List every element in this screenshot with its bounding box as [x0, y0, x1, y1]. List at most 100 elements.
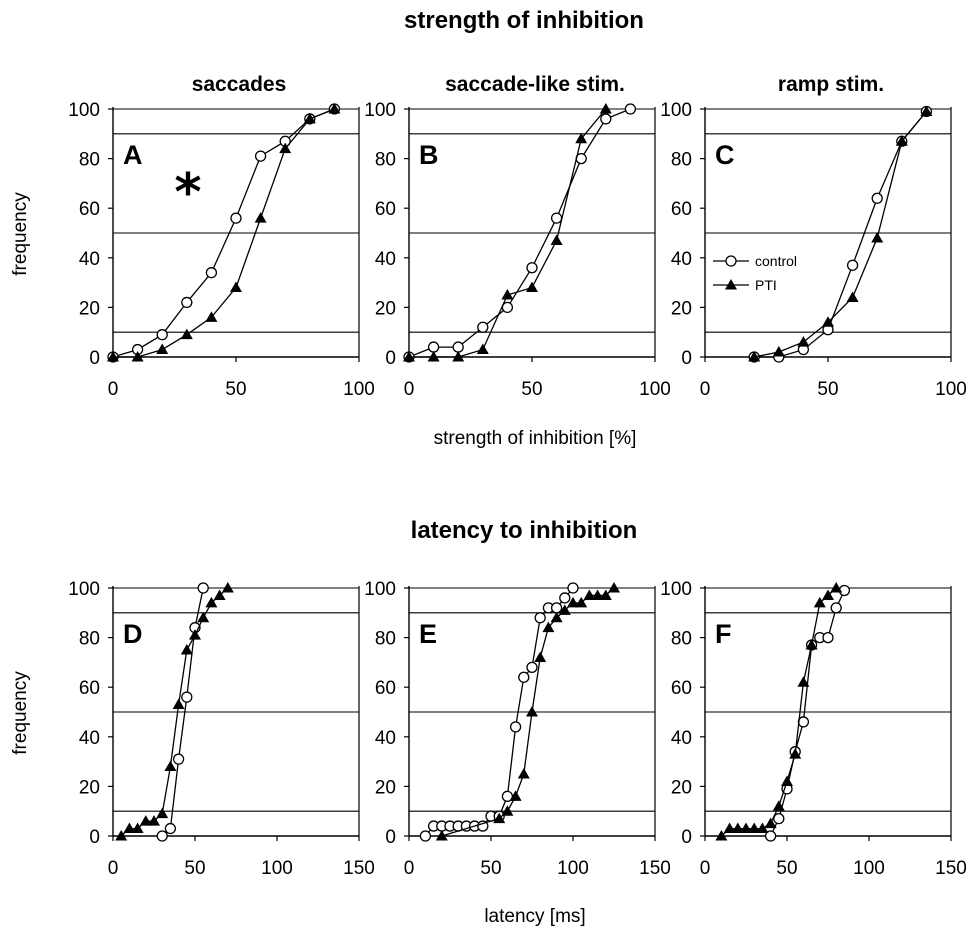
pti-point: [526, 281, 538, 293]
pti-point: [139, 815, 152, 826]
pti-point: [403, 351, 415, 362]
x-tick-label: 150: [639, 858, 671, 879]
pti-point: [180, 644, 193, 655]
pti-point: [230, 281, 242, 293]
pti-point: [550, 234, 563, 245]
series-line-pti: [754, 111, 927, 358]
pti-point: [715, 830, 728, 841]
y-tick-label: 60: [375, 199, 396, 220]
panel-a: 0 20 40 60 80 100 0 50 100 A: [68, 100, 375, 400]
pti-point: [748, 822, 761, 834]
legend-marker-pti: [725, 279, 737, 290]
pti-point: [156, 343, 169, 355]
control-point: [181, 691, 193, 703]
pti-point: [427, 351, 440, 362]
y-tick-label: 100: [364, 100, 396, 121]
control-point: [600, 113, 612, 125]
x-tick-label: 150: [935, 858, 967, 879]
y-tick-label: 0: [681, 827, 692, 848]
series-line-control: [408, 108, 631, 358]
control-point: [830, 602, 842, 614]
pti-point: [542, 621, 555, 633]
pti-point: [558, 604, 571, 615]
series-line-pti: [441, 587, 615, 837]
y-tick-label: 20: [79, 298, 100, 319]
y-tick-label: 80: [671, 629, 692, 650]
y-tick-label: 60: [671, 678, 692, 699]
y-tick-label: 40: [671, 728, 692, 749]
pti-point: [846, 291, 859, 302]
panel-e: 0 20 40 60 80 100 0 50 100 150 E: [364, 579, 671, 879]
panels-group: 0 20 40 60 80 100 0 50 100 A 0 20 40 60 80 100 0 50 100 B 0 2…: [68, 100, 967, 879]
pti-point: [550, 611, 563, 623]
x-tick-label: 0: [404, 379, 415, 400]
x-tick-label: 50: [225, 379, 246, 400]
control-point: [156, 830, 168, 842]
pti-point: [805, 639, 818, 650]
control-point: [156, 329, 168, 341]
x-tick-label: 0: [108, 379, 119, 400]
pti-point: [172, 698, 185, 710]
y-tick-label: 80: [79, 629, 100, 650]
pti-point: [501, 289, 514, 300]
control-point: [230, 212, 242, 224]
panel-label: D: [123, 619, 143, 649]
x-tick-label: 100: [853, 858, 885, 879]
pti-point: [115, 830, 128, 841]
pti-point: [213, 589, 226, 600]
pti-point: [131, 822, 144, 834]
pti-point: [723, 822, 736, 834]
pti-point: [822, 589, 834, 600]
control-point: [419, 830, 432, 842]
column-title-ramp: ramp stim.: [778, 73, 884, 96]
control-point: [518, 671, 530, 683]
pti-point: [781, 775, 793, 786]
y-tick-label: 20: [375, 777, 396, 798]
control-point: [550, 602, 563, 614]
pti-point: [748, 351, 761, 362]
pti-point: [575, 596, 588, 608]
pti-point: [328, 103, 341, 114]
pti-point: [534, 651, 547, 662]
pti-point: [164, 760, 177, 772]
pti-point: [452, 351, 465, 362]
pti-point: [772, 800, 785, 811]
control-point: [181, 296, 193, 309]
control-point: [205, 267, 218, 279]
pti-point: [871, 231, 884, 243]
pti-point: [740, 822, 752, 834]
x-tick-label: 0: [700, 858, 711, 879]
series-line-pti: [113, 108, 335, 358]
pti-point: [107, 351, 119, 362]
control-point: [871, 192, 883, 204]
panel-label: E: [419, 619, 437, 649]
control-point: [846, 259, 859, 271]
y-tick-label: 100: [68, 579, 100, 600]
x-tick-label: 50: [480, 858, 501, 879]
pti-point: [131, 351, 144, 362]
pti-point: [608, 582, 620, 593]
y-tick-label: 60: [671, 199, 692, 220]
pti-point: [756, 822, 769, 834]
control-point: [822, 631, 834, 644]
x-tick-label: 100: [935, 379, 967, 400]
y-tick-label: 40: [375, 249, 396, 270]
pti-point: [205, 596, 218, 608]
y-tick-label: 0: [385, 348, 396, 369]
y-tick-label: 20: [79, 777, 100, 798]
pti-point: [180, 328, 193, 340]
pti-point: [920, 105, 933, 116]
series-line-control: [112, 108, 335, 358]
pti-point: [189, 629, 201, 640]
y-tick-label: 80: [375, 150, 396, 171]
y-tick-label: 100: [364, 579, 396, 600]
y-tick-label: 0: [385, 827, 396, 848]
y-tick-label: 20: [671, 298, 692, 319]
control-point: [477, 321, 489, 333]
panel-label: A: [123, 140, 143, 170]
control-point: [172, 753, 185, 765]
panel-label: F: [715, 619, 732, 649]
x-tick-label: 0: [404, 858, 415, 879]
control-point: [526, 262, 538, 274]
